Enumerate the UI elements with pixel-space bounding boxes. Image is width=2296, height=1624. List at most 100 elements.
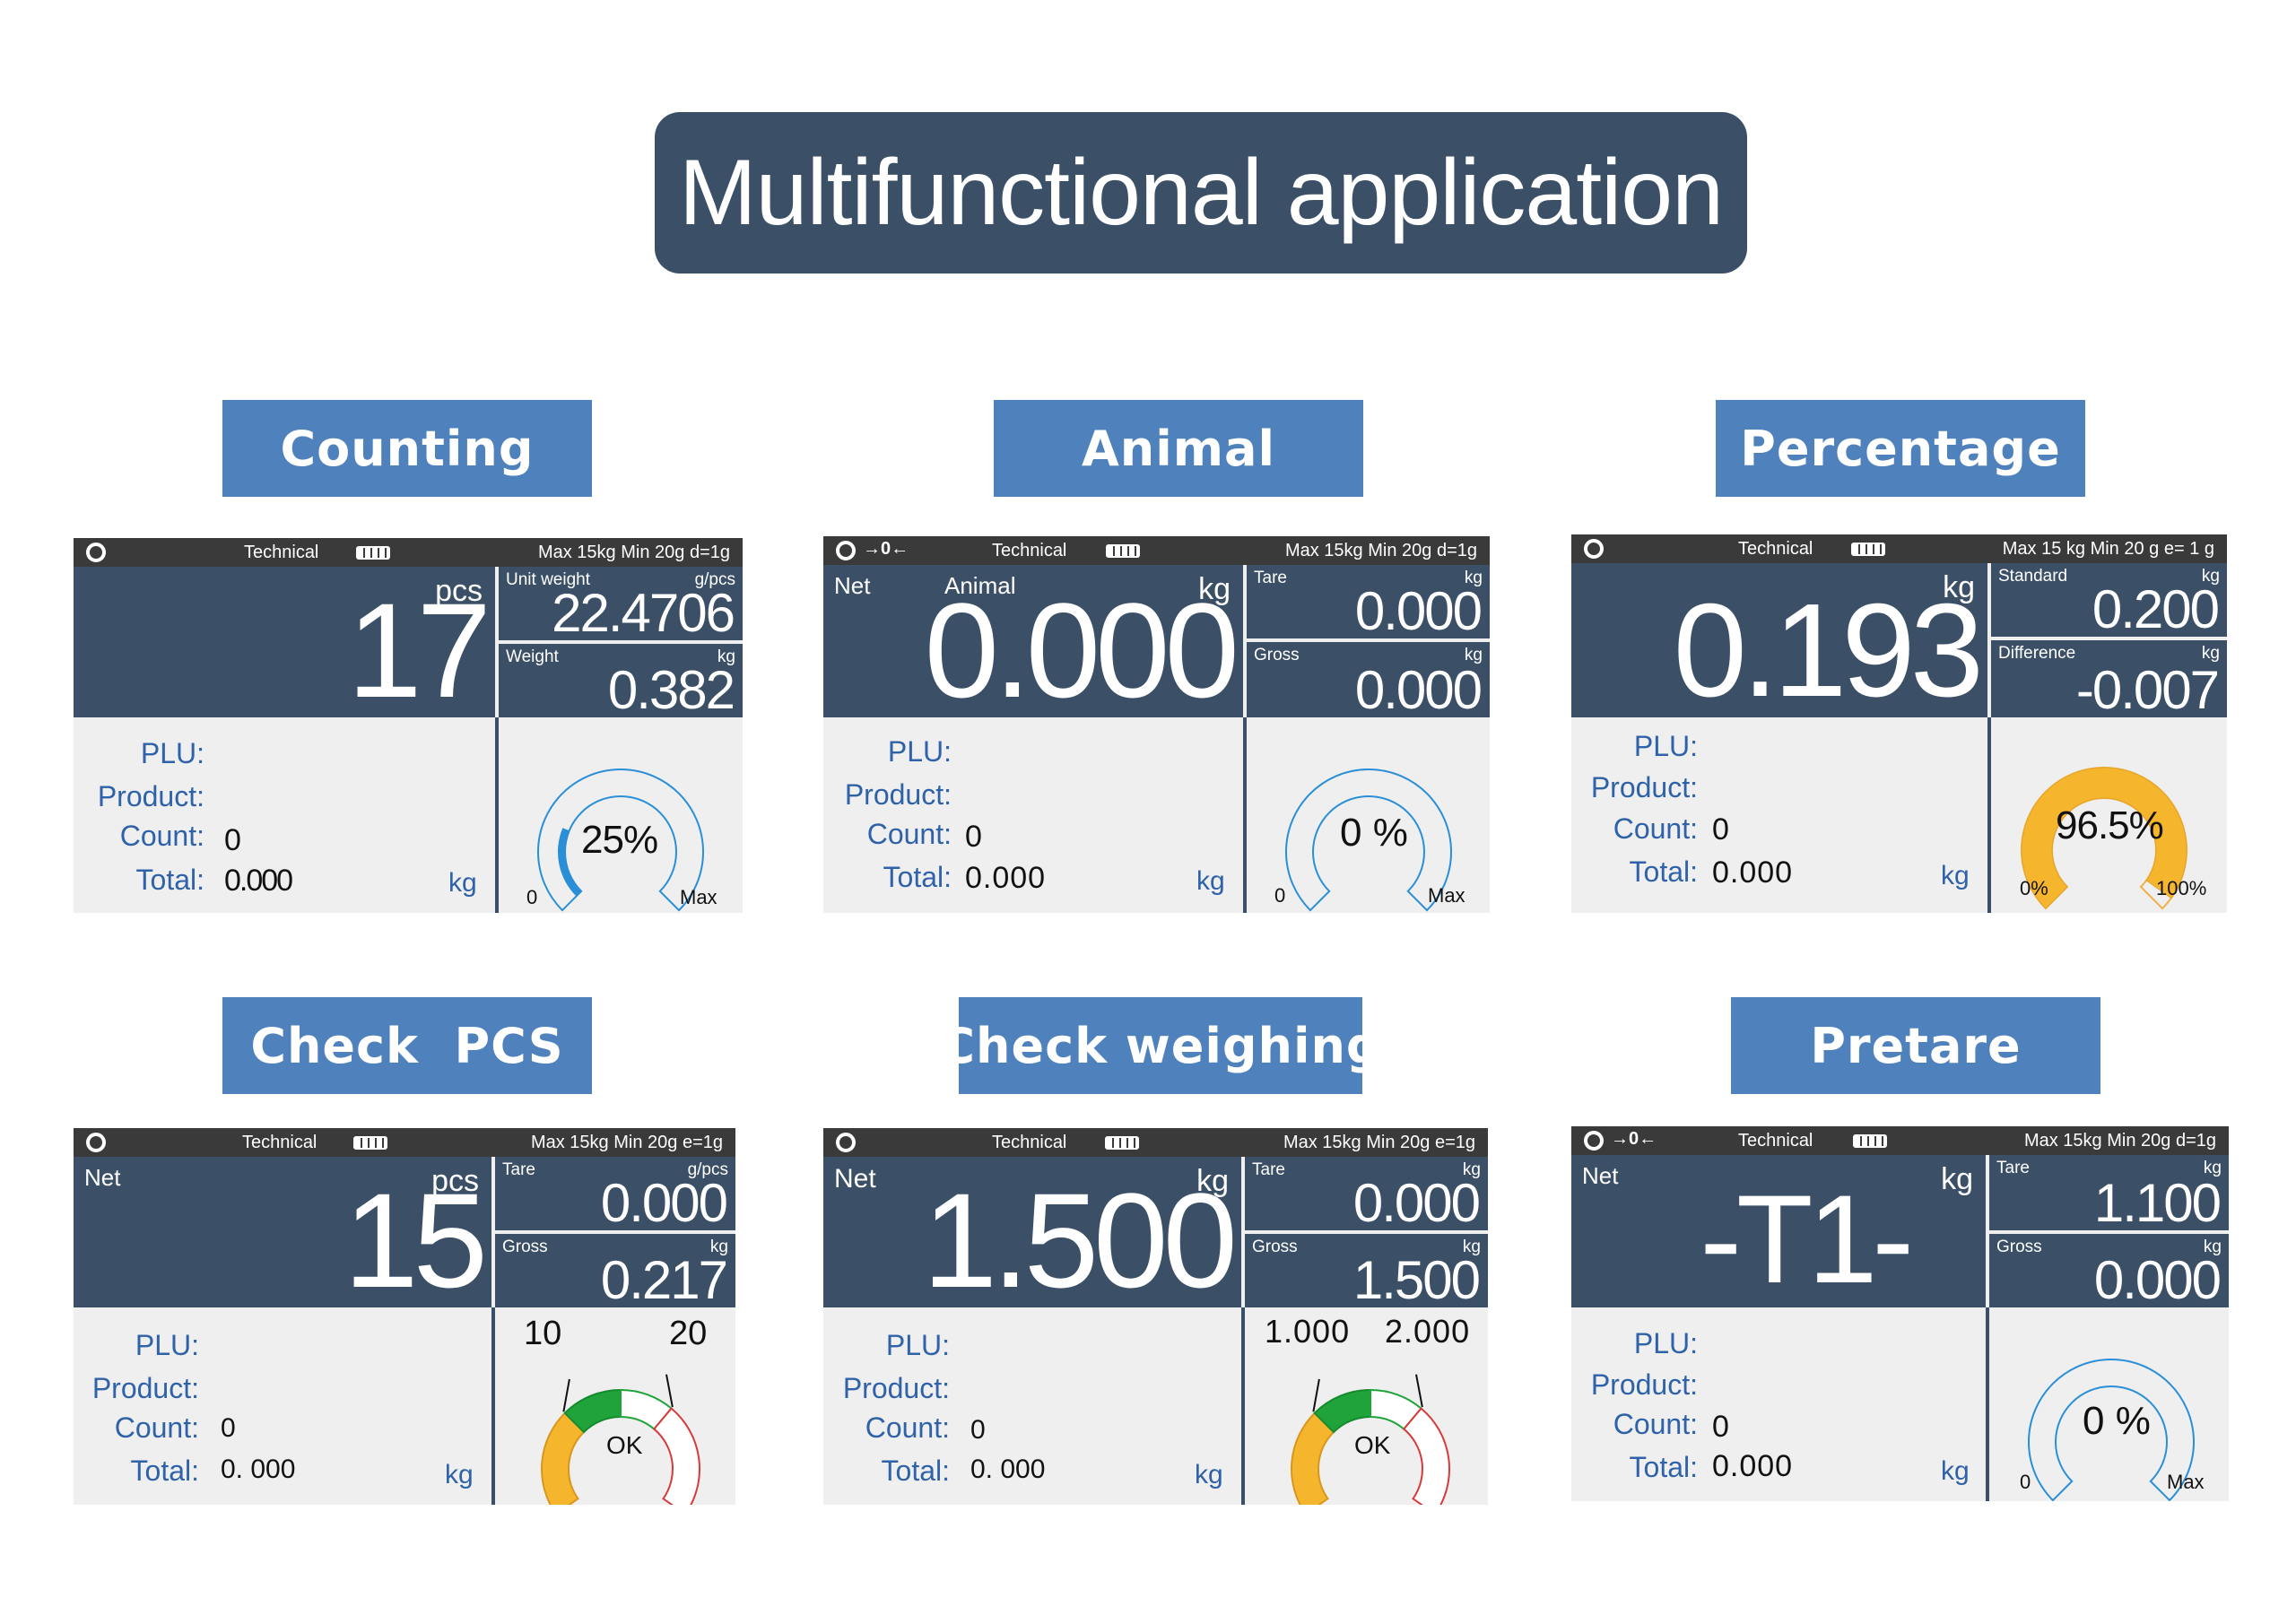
gauge-fill — [2021, 767, 2187, 909]
sub-caption: Gross — [502, 1238, 548, 1256]
sub-caption: Weight — [506, 647, 559, 666]
gauge-text: 25% — [581, 818, 658, 862]
main-unit: kg — [1941, 1162, 1973, 1196]
power-icon — [86, 1133, 106, 1152]
standard-box: Standard kg 0.200 — [1991, 563, 2227, 637]
gauge-high: 2.000 — [1385, 1313, 1471, 1350]
gauge-fill — [558, 828, 582, 897]
label-counting: Counting — [222, 400, 592, 497]
gauge-high: 20 — [669, 1315, 708, 1352]
spec-text: Max 15 kg Min 20 g e= 1 g — [2002, 539, 2214, 559]
sub-value: -0.007 — [2075, 660, 2220, 720]
sub-value: 0.000 — [600, 1173, 728, 1233]
status-bar: Technical Max 15kg Min 20g e=1g — [823, 1128, 1488, 1157]
plu-label: PLU: — [885, 1329, 950, 1361]
divider — [495, 717, 499, 913]
high-limit-marker — [665, 1374, 674, 1408]
animal-screen: →0← Technical Max 15kg Min 20g d=1g Net … — [823, 536, 1490, 913]
zero-icon: →0← — [863, 539, 909, 559]
main-display: Net Animal kg 0.000 — [823, 565, 1243, 717]
sub-unit: kg — [2201, 644, 2220, 663]
sub-unit: kg — [2201, 567, 2220, 586]
page-title: Multifunctional application — [655, 112, 1747, 274]
battery-icon — [1853, 1134, 1887, 1148]
sub-caption: Tare — [1996, 1159, 2030, 1177]
gross-box: Gross kg 0.000 — [1989, 1234, 2229, 1307]
main-unit: pcs — [431, 1164, 479, 1198]
weight-box: Weight kg 0.382 — [499, 644, 743, 717]
mode-technical: Technical — [1738, 1131, 1813, 1151]
main-value: 1.500 — [922, 1165, 1238, 1316]
total-unit: kg — [1196, 866, 1225, 896]
progress-gauge — [1285, 769, 1452, 912]
sub-unit: kg — [1462, 1238, 1481, 1256]
low-limit-marker — [1312, 1378, 1320, 1412]
gross-box: Gross kg 0.000 — [1247, 642, 1490, 717]
total-value: 0.000 — [1712, 855, 1794, 890]
total-label: Total: — [1629, 855, 1698, 888]
power-icon — [836, 1133, 856, 1152]
count-value: 0 — [224, 823, 241, 857]
sub-caption: Gross — [1252, 1238, 1298, 1256]
sub-caption: Tare — [502, 1160, 535, 1179]
check-weighing-screen: Technical Max 15kg Min 20g e=1g Net kg 1… — [823, 1128, 1488, 1505]
percentage-gauge — [2021, 767, 2187, 910]
sub-value: 0.217 — [600, 1250, 728, 1310]
tare-box: Tare kg 1.100 — [1989, 1155, 2229, 1230]
gauge-max: Max — [680, 886, 718, 908]
sub-unit: kg — [717, 647, 735, 666]
sub-value: 0.200 — [2092, 579, 2220, 639]
sub-unit: kg — [1464, 569, 1483, 587]
zero-icon: →0← — [1611, 1129, 1657, 1149]
label-pretare: Pretare — [1731, 997, 2100, 1094]
sub-value: 0.000 — [1354, 581, 1483, 641]
main-display: kg 0.193 — [1571, 563, 1987, 717]
total-label: Total: — [883, 861, 952, 893]
battery-icon — [356, 546, 390, 560]
main-value: 0.193 — [1673, 577, 1984, 725]
battery-icon — [353, 1136, 387, 1150]
gauge-low: 10 — [524, 1315, 562, 1352]
count-value: 0 — [221, 1413, 236, 1443]
sub-unit: g/pcs — [687, 1160, 728, 1179]
count-label: Count: — [866, 818, 952, 850]
check-gauge — [541, 1374, 700, 1505]
power-icon — [836, 541, 856, 560]
mode-technical: Technical — [992, 541, 1067, 560]
count-value: 0 — [1712, 812, 1729, 847]
main-value: -T1- — [1700, 1168, 1914, 1309]
plu-label: PLU: — [135, 1329, 199, 1361]
main-display: Net kg 1.500 — [823, 1157, 1241, 1307]
product-label: Product: — [91, 1372, 199, 1404]
total-value: 0.000 — [224, 864, 293, 898]
sub-caption: Difference — [1998, 644, 2076, 663]
product-label: Product: — [97, 780, 204, 812]
spec-text: Max 15kg Min 20g d=1g — [1284, 541, 1477, 560]
pretare-screen: →0← Technical Max 15kg Min 20g d=1g Net … — [1571, 1126, 2229, 1501]
sub-value: 0.000 — [2093, 1250, 2222, 1310]
main-unit: kg — [1198, 572, 1231, 606]
status-bar: Technical Max 15 kg Min 20 g e= 1 g — [1571, 534, 2227, 563]
status-bar: Technical Max 15kg Min 20g e=1g — [74, 1128, 735, 1157]
label-animal: Animal — [994, 400, 1363, 497]
main-unit: kg — [1943, 570, 1975, 604]
sub-caption: Standard — [1998, 567, 2068, 586]
gauge-max: Max — [1428, 884, 1465, 907]
main-value: 0.000 — [924, 575, 1239, 725]
total-unit: kg — [1941, 1456, 1970, 1486]
sub-caption: Tare — [1254, 569, 1287, 587]
spec-text: Max 15kg Min 20g e=1g — [1283, 1133, 1475, 1152]
gauge-track — [2028, 1359, 2195, 1501]
sub-unit: kg — [2203, 1159, 2222, 1177]
progress-gauge — [537, 769, 704, 912]
progress-gauge — [2028, 1359, 2195, 1501]
power-icon — [86, 543, 106, 562]
check-gauge — [1291, 1374, 1450, 1505]
label-percentage: Percentage — [1716, 400, 2085, 497]
gauge-min: 0 — [2020, 1471, 2031, 1493]
divider — [1241, 1307, 1245, 1505]
total-unit: kg — [448, 868, 477, 898]
sub-caption: Tare — [1252, 1160, 1285, 1179]
spec-text: Max 15kg Min 20g e=1g — [530, 1133, 723, 1152]
total-label: Total: — [130, 1455, 199, 1487]
